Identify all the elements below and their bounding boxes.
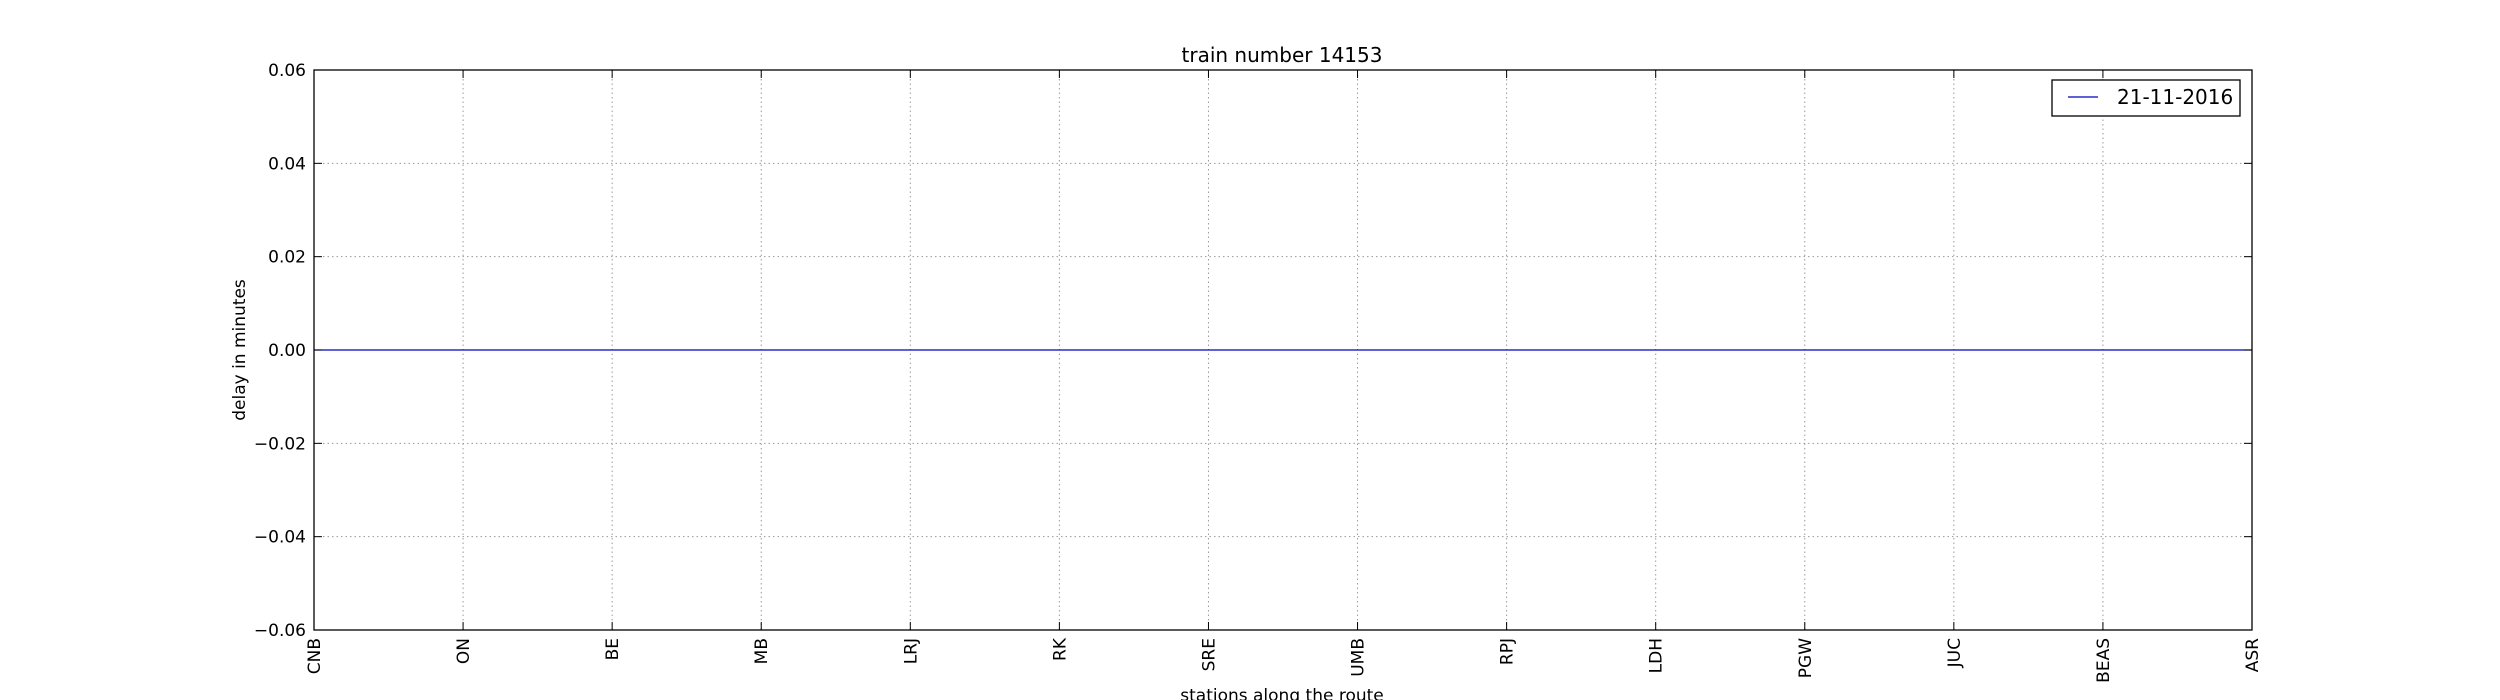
y-tick-label: −0.04	[254, 528, 306, 548]
x-tick-label: BE	[603, 638, 623, 660]
y-tick-label: 0.06	[268, 61, 306, 81]
x-tick-label: ASR	[2243, 638, 2263, 672]
x-tick-labels: CNB ON BE MB LRJ RK SRE UMB RPJ LDH PGW JUC BEAS ASR	[305, 637, 2263, 683]
y-tick-labels: 0.06 0.04 0.02 0.00 −0.02 −0.04 −0.06	[254, 61, 306, 641]
y-tick-label: −0.02	[254, 434, 306, 454]
x-tick-label: LDH	[1647, 638, 1667, 673]
y-tick-label: 0.04	[268, 154, 306, 174]
x-tick-label: LRJ	[901, 638, 921, 664]
chart-title: train number 14153	[1182, 43, 1383, 67]
ticks	[313, 69, 2253, 631]
legend-box	[2051, 79, 2241, 117]
x-tick-label: RK	[1050, 637, 1070, 661]
x-tick-label: BEAS	[2094, 638, 2114, 683]
legend: 21-11-2016	[2051, 79, 2241, 117]
y-tick-label: 0.00	[268, 341, 306, 361]
y-tick-label: 0.02	[268, 248, 306, 268]
x-axis-label: stations along the route	[1180, 686, 1384, 700]
x-tick-label: MB	[752, 638, 772, 664]
legend-entry-label: 21-11-2016	[2117, 85, 2233, 109]
x-tick-label: JUC	[1945, 638, 1965, 668]
y-tick-label: −0.06	[254, 621, 306, 641]
x-tick-label: PGW	[1796, 638, 1816, 678]
x-tick-label: UMB	[1349, 638, 1369, 677]
x-tick-label: RPJ	[1498, 638, 1518, 665]
x-tick-label: CNB	[305, 638, 325, 674]
x-tick-label: SRE	[1199, 638, 1219, 671]
y-axis-label: delay in minutes	[230, 279, 250, 421]
x-tick-label: ON	[454, 638, 474, 664]
